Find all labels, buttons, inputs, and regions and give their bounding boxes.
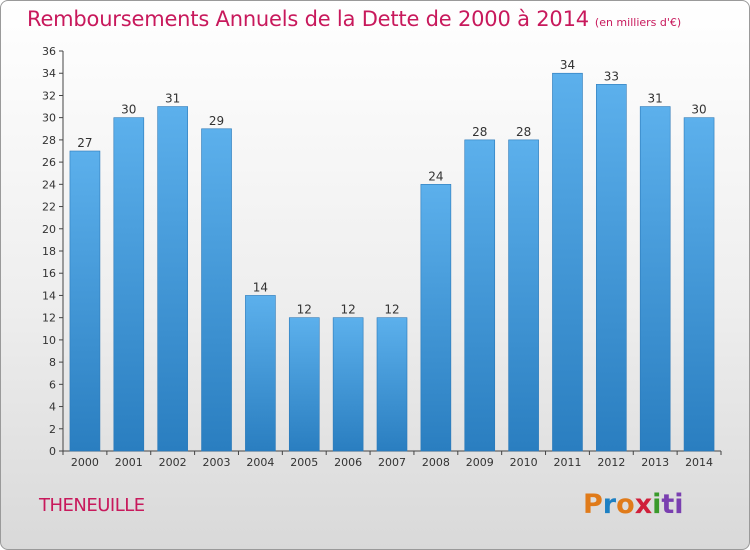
x-tick-label: 2009 [466, 456, 494, 469]
bar [508, 139, 539, 452]
x-tick-label: 2007 [378, 456, 406, 469]
y-tick-label: 34 [42, 67, 56, 80]
bar [420, 184, 452, 452]
x-tick-label: 2003 [203, 456, 231, 469]
bar [552, 72, 583, 452]
bar [288, 317, 320, 452]
brand-letter: ti [661, 489, 684, 520]
bar [157, 106, 188, 452]
bar [69, 150, 101, 452]
bar [376, 317, 408, 452]
bar [332, 317, 364, 452]
bar-value-label: 28 [516, 125, 531, 139]
x-tick-label: 2001 [115, 456, 143, 469]
bar-value-label: 12 [384, 303, 399, 317]
y-tick-label: 24 [42, 178, 56, 191]
y-tick-label: 18 [42, 245, 56, 258]
bar [639, 106, 671, 452]
brand-logo: Proxiti [583, 489, 684, 520]
x-tick-label: 2013 [641, 456, 669, 469]
x-tick-label: 2004 [246, 456, 274, 469]
bar [464, 139, 496, 452]
y-tick-label: 30 [42, 112, 56, 125]
y-tick-label: 22 [42, 201, 56, 214]
x-tick-label: 2014 [685, 456, 713, 469]
y-tick-label: 36 [42, 45, 56, 58]
bar-value-label: 30 [691, 103, 706, 117]
unit-label: (en milliers d'€) [594, 16, 682, 29]
bar-value-label: 14 [253, 280, 268, 294]
bar [683, 117, 715, 452]
y-tick-label: 28 [42, 134, 56, 147]
y-tick-label: 8 [49, 356, 56, 369]
bar [201, 128, 232, 452]
bar-value-label: 12 [297, 303, 312, 317]
y-tick-label: 32 [42, 89, 56, 102]
y-tick-label: 26 [42, 156, 56, 169]
bars: 27 30 31 29 14 12 12 12 24 28 28 34 33 31 30 [69, 58, 715, 452]
x-tick-label: 2002 [159, 456, 187, 469]
x-tick-label: 2011 [553, 456, 581, 469]
title-text: Remboursements Annuels de la Dette de 20… [27, 7, 589, 31]
brand-letter: P [583, 489, 603, 520]
bar-value-label: 27 [77, 136, 92, 150]
bar-value-label: 34 [560, 58, 575, 72]
y-tick-label: 4 [49, 401, 56, 414]
y-tick-label: 0 [49, 445, 56, 458]
x-tick-label: 2010 [510, 456, 538, 469]
x-tick-label: 2012 [597, 456, 625, 469]
bar-value-label: 31 [165, 92, 180, 106]
brand-letter: o [616, 489, 635, 520]
bar-value-label: 28 [472, 125, 487, 139]
bar-value-label: 33 [604, 69, 619, 83]
commune-name: THENEUILLE [39, 495, 145, 516]
y-tick-label: 20 [42, 223, 56, 236]
bar-value-label: 12 [340, 303, 355, 317]
bar-value-label: 31 [648, 92, 663, 106]
y-tick-label: 10 [42, 334, 56, 347]
x-tick-label: 2005 [290, 456, 318, 469]
brand-letter: r [602, 489, 617, 520]
y-tick-label: 16 [42, 267, 56, 280]
bar-value-label: 24 [428, 169, 443, 183]
chart-title: Remboursements Annuels de la Dette de 20… [27, 7, 681, 31]
brand-letter: x [634, 489, 653, 520]
x-tick-label: 2008 [422, 456, 450, 469]
bar-value-label: 30 [121, 103, 136, 117]
bar [596, 84, 627, 452]
brand-letter: i [652, 489, 662, 520]
y-tick-label: 6 [49, 378, 56, 391]
x-tick-label: 2006 [334, 456, 362, 469]
bar-value-label: 29 [209, 114, 224, 128]
x-tick-label: 2000 [71, 456, 99, 469]
bar [245, 295, 276, 452]
bar [113, 117, 145, 452]
y-tick-label: 2 [49, 423, 56, 436]
y-tick-label: 14 [42, 289, 56, 302]
y-tick-label: 12 [42, 312, 56, 325]
